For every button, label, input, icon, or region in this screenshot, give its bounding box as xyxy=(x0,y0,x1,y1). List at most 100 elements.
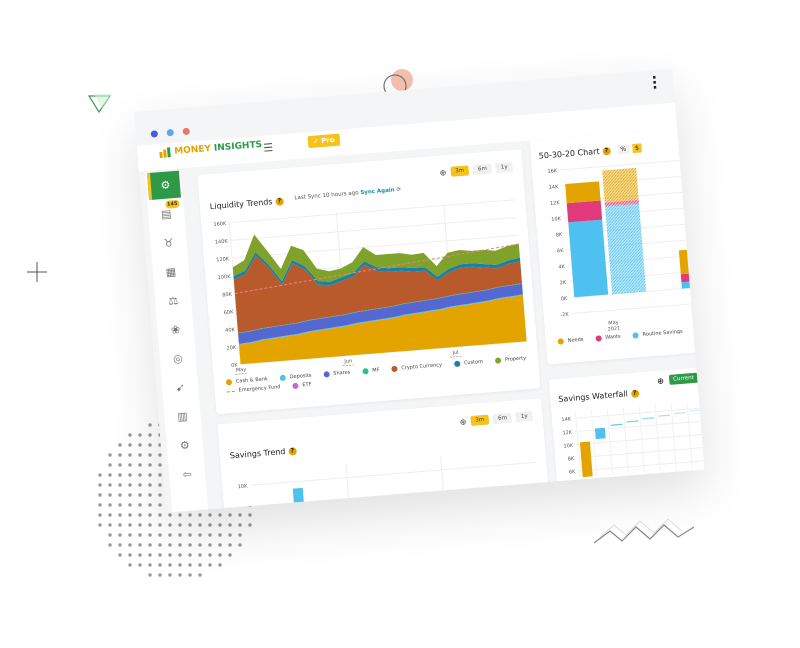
range-selector: ⊕ 3m 6m 1y xyxy=(439,161,514,178)
range-1y[interactable]: 1y xyxy=(495,161,514,174)
decor-dot xyxy=(118,463,122,467)
decor-dot xyxy=(158,503,162,507)
decor-dot xyxy=(148,543,152,547)
legend-swatch xyxy=(225,379,233,386)
decor-dot xyxy=(118,453,122,457)
decor-dot xyxy=(128,553,132,557)
percent-toggle[interactable]: % xyxy=(617,144,630,155)
sidebar-item-piggy-bank[interactable]: ♉ xyxy=(152,228,186,257)
sidebar-item-goal-target[interactable]: ◎ xyxy=(161,344,195,373)
range-6m[interactable]: 6m xyxy=(492,412,513,425)
range-3m[interactable]: 3m xyxy=(469,414,490,427)
decor-dot xyxy=(178,513,182,517)
decor-dot xyxy=(118,523,122,527)
sidebar-item-ledger[interactable]: ▥ xyxy=(166,402,200,431)
piggy-bank-icon: ♉ xyxy=(163,236,175,251)
help-icon[interactable]: ? xyxy=(602,146,611,156)
app-window: · · · MONEY INSIGHTS ☰ ✓ Pro ⚙ ▤ 145 ♉ ▦ ⚖ ❀ ◎ ➹ ▥ ⚙… xyxy=(134,68,705,513)
gridline xyxy=(654,405,661,471)
legend-item[interactable]: Cash & Bank xyxy=(225,376,268,386)
decor-dot xyxy=(248,513,252,517)
legend-item[interactable]: MF xyxy=(362,367,380,375)
legend-swatch xyxy=(632,332,639,339)
range-1y[interactable]: 1y xyxy=(515,411,534,423)
sidebar-item-scale[interactable]: ⚖ xyxy=(156,286,190,315)
legend-item[interactable]: Wants xyxy=(595,334,621,342)
legend-item[interactable]: Routine Savings xyxy=(632,329,683,339)
decor-dot xyxy=(138,533,142,537)
dollar-toggle[interactable]: $ xyxy=(631,143,643,154)
liquidity-title: Liquidity Trends xyxy=(209,197,273,212)
waterfall-step xyxy=(626,420,639,423)
decor-dot xyxy=(148,433,152,437)
y-tick-label: 60K xyxy=(224,309,235,316)
decor-dot xyxy=(178,573,182,577)
decor-dot xyxy=(118,543,122,547)
more-options-icon[interactable]: · · · xyxy=(651,69,659,97)
zoom-icon[interactable]: ⊕ xyxy=(656,376,665,386)
legend-item[interactable]: Crypto Currency xyxy=(391,362,442,373)
legend-item[interactable]: Property xyxy=(494,355,526,364)
decor-dot xyxy=(108,533,112,537)
help-icon[interactable]: ? xyxy=(288,446,297,456)
decor-dot xyxy=(158,523,162,527)
bar-wants xyxy=(680,272,702,283)
current-button[interactable]: Current xyxy=(668,372,699,385)
legend-item[interactable]: Shares xyxy=(323,369,351,378)
decor-dot xyxy=(138,553,142,557)
decor-dot xyxy=(128,443,132,447)
help-icon[interactable]: ? xyxy=(275,196,284,206)
decor-dot xyxy=(238,543,242,547)
brand-logo[interactable]: MONEY INSIGHTS xyxy=(159,140,263,159)
legend-label: Needs xyxy=(567,336,584,344)
legend-item[interactable]: Emergency Fund xyxy=(226,384,281,394)
help-icon[interactable]: ? xyxy=(630,388,640,398)
y-tick-label: 140K xyxy=(215,239,229,246)
zoom-icon[interactable]: ⊕ xyxy=(439,167,447,178)
decor-dot xyxy=(168,513,172,517)
sidebar-item-transactions[interactable]: ▤ 145 xyxy=(149,199,183,228)
decor-dot xyxy=(148,423,152,427)
pro-badge[interactable]: ✓ Pro xyxy=(307,133,341,149)
sidebar-item-target-arrow[interactable]: ➹ xyxy=(163,373,197,402)
sync-again-link[interactable]: Sync Again xyxy=(360,187,395,197)
window-dot-2[interactable] xyxy=(166,128,175,137)
decor-dot xyxy=(98,513,102,517)
menu-toggle-icon[interactable]: ☰ xyxy=(262,140,274,155)
sidebar-item-logout[interactable]: ⇦ xyxy=(170,460,204,489)
decor-dot xyxy=(108,473,112,477)
decor-dot xyxy=(138,473,142,477)
legend-item[interactable]: Custom xyxy=(453,359,483,368)
sidebar-item-money-plant[interactable]: ❀ xyxy=(159,315,193,344)
decor-dot xyxy=(108,493,112,497)
decor-dot xyxy=(198,553,202,557)
decor-dot xyxy=(118,533,122,537)
area-cash-bank xyxy=(239,295,527,365)
decor-dot xyxy=(158,513,162,517)
legend-item[interactable]: Deposits xyxy=(279,373,312,382)
area-mf xyxy=(238,283,523,334)
decor-dot xyxy=(128,533,132,537)
decor-dot xyxy=(228,553,232,557)
legend-swatch xyxy=(362,368,369,375)
window-dot-1[interactable] xyxy=(150,130,159,138)
legend-item[interactable]: Needs xyxy=(557,336,584,345)
decor-dot xyxy=(198,563,202,567)
decor-dot xyxy=(218,553,222,557)
sidebar-item-dashboard[interactable]: ⚙ xyxy=(146,170,182,201)
decor-dot xyxy=(158,533,162,537)
zoom-icon[interactable]: ⊕ xyxy=(459,416,467,427)
decor-dot xyxy=(148,553,152,557)
refresh-icon[interactable]: ⟳ xyxy=(396,186,402,194)
legend-item[interactable]: ETF xyxy=(292,382,312,390)
gridline xyxy=(577,446,705,459)
window-dot-3[interactable] xyxy=(182,127,190,136)
gridline xyxy=(571,302,704,315)
sidebar-item-calculator[interactable]: ▦ xyxy=(154,257,188,286)
decor-dot xyxy=(228,523,232,527)
range-3m[interactable]: 3m xyxy=(449,165,470,177)
sidebar-item-settings[interactable]: ⚙ xyxy=(168,431,202,460)
area-shares xyxy=(238,283,523,344)
range-6m[interactable]: 6m xyxy=(472,163,493,175)
